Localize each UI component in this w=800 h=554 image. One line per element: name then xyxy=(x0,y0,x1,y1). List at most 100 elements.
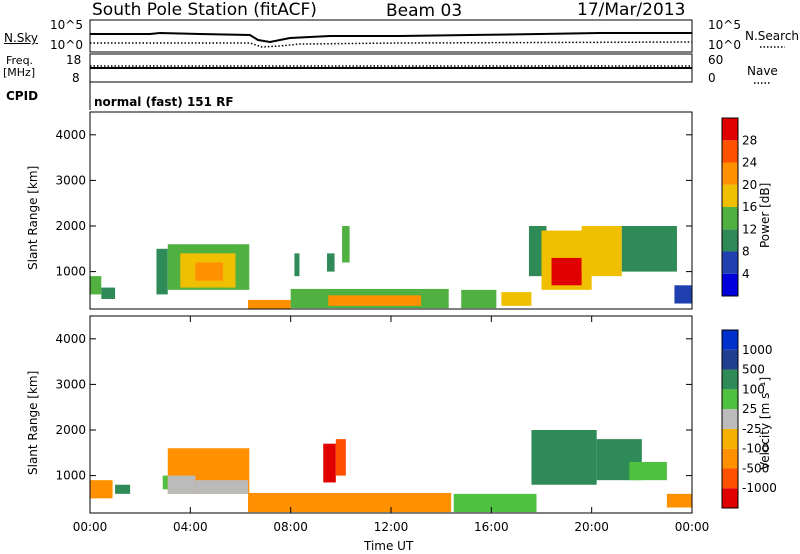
nsky-tick-bottom: 10^0 xyxy=(50,38,83,52)
nsearch-line xyxy=(90,41,693,48)
power-colorbar-swatch-2 xyxy=(722,229,738,252)
power-region-12 xyxy=(327,253,335,272)
velocity-colorbar-swatch-0 xyxy=(722,488,738,508)
velocity-colorbar-swatch-7 xyxy=(722,349,738,370)
power-region-19 xyxy=(674,285,692,304)
velocity-colorbar-swatch-3 xyxy=(722,428,738,449)
velocity-region-10 xyxy=(531,430,597,485)
xtick-label-3: 12:00 xyxy=(374,520,409,534)
freq-tick-bottom: 8 xyxy=(72,71,80,85)
velocity-colorbar-swatch-2 xyxy=(722,448,738,469)
cpid-value: normal (fast) 151 RF xyxy=(94,95,234,109)
velocity-x-axis: 00:00 04:00 08:00 12:00 16:00 20:00 00:00 xyxy=(73,316,710,534)
velocity-heatmap-cells xyxy=(90,430,692,513)
velocity-region-0 xyxy=(90,480,113,499)
velocity-ytick-label-0: 1000 xyxy=(55,469,86,483)
velocity-region-8 xyxy=(323,443,336,483)
velocity-ytick-label-2: 3000 xyxy=(55,377,86,391)
velocity-colorbar-tick-0: -1000 xyxy=(742,481,777,495)
date-label: 17/Mar/2013 xyxy=(577,0,686,20)
velocity-colorbar-frame xyxy=(721,329,739,509)
power-region-2 xyxy=(156,248,168,295)
power-region-18 xyxy=(621,226,677,272)
power-colorbar-swatch-3 xyxy=(722,207,738,230)
velocity-colorbar-tick-6: 500 xyxy=(742,363,765,377)
velocity-region-4 xyxy=(167,475,196,494)
power-colorbar-swatch-6 xyxy=(722,140,738,163)
velocity-y-axis: 1000 2000 3000 4000 xyxy=(55,332,692,483)
power-region-13 xyxy=(342,226,350,263)
velocity-region-5 xyxy=(195,480,249,494)
nave-label: Nave xyxy=(747,64,778,78)
velocity-region-12 xyxy=(629,461,667,481)
power-colorbar-frame xyxy=(721,117,739,297)
xtick-label-2: 08:00 xyxy=(273,520,308,534)
power-colorbar-tick-6: 28 xyxy=(742,133,757,147)
power-y-axis: 1000 2000 3000 4000 xyxy=(55,128,692,279)
velocity-ylabel: Slant Range [km] xyxy=(26,370,40,475)
velocity-ytick-label-1: 2000 xyxy=(55,423,86,437)
power-colorbar-swatch-1 xyxy=(722,251,738,274)
power-colorbar-swatch-0 xyxy=(722,273,738,296)
power-region-8 xyxy=(328,295,422,306)
power-colorbar-tick-3: 16 xyxy=(742,200,757,214)
nsearch-tick-bottom: 10^0 xyxy=(708,38,741,52)
velocity-colorbar-swatch-1 xyxy=(722,468,738,489)
velocity-region-1 xyxy=(115,484,131,494)
power-colorbar-swatch-4 xyxy=(722,184,738,207)
velocity-colorbar: -1000 -500 -100 -25 25 100 500 1000 xyxy=(721,329,777,509)
power-region-9 xyxy=(461,289,497,309)
power-colorbar-tick-4: 20 xyxy=(742,178,757,192)
power-ytick-label-1: 2000 xyxy=(55,219,86,233)
velocity-colorbar-tick-1: -500 xyxy=(742,461,769,475)
nave-tick-top: 60 xyxy=(708,53,724,67)
velocity-region-13 xyxy=(666,493,692,508)
velocity-colorbar-swatch-5 xyxy=(722,389,738,410)
x-axis-label: Time UT xyxy=(364,539,414,553)
power-ytick-label-0: 1000 xyxy=(55,265,86,279)
velocity-colorbar-swatch-4 xyxy=(722,409,738,429)
power-colorbar-tick-0: 4 xyxy=(742,267,750,281)
velocity-colorbar-label: Velocity [m s⁻¹] xyxy=(758,376,772,470)
power-ytick-label-3: 4000 xyxy=(55,128,86,142)
cpid-label: CPID xyxy=(6,89,39,103)
power-region-0 xyxy=(90,276,102,295)
power-colorbar-tick-2: 12 xyxy=(742,222,757,236)
velocity-colorbar-tick-4: 25 xyxy=(742,402,757,416)
nsky-label: N.Sky xyxy=(4,31,39,45)
power-heatmap-cells xyxy=(90,226,692,309)
velocity-colorbar-swatch-8 xyxy=(722,330,738,350)
power-panel-frame xyxy=(89,111,693,310)
nsky-panel-frame xyxy=(89,19,693,53)
nsky-line xyxy=(90,31,692,44)
freq-unit-label: [MHz] xyxy=(3,66,36,79)
nsky-tick-top: 10^5 xyxy=(50,18,83,32)
velocity-colorbar-swatch-6 xyxy=(722,369,738,390)
power-region-1 xyxy=(101,287,116,299)
station-title: South Pole Station (fitACF) xyxy=(92,0,317,20)
nave-tick-bottom: 0 xyxy=(708,71,716,85)
beam-label: Beam 03 xyxy=(386,1,463,21)
velocity-colorbar-tick-7: 1000 xyxy=(742,343,773,357)
xtick-label-1: 04:00 xyxy=(173,520,208,534)
xtick-label-0: 00:00 xyxy=(73,520,108,534)
xtick-label-6: 00:00 xyxy=(675,520,710,534)
freq-label: Freq. xyxy=(6,54,34,67)
power-region-11 xyxy=(294,253,300,277)
xtick-label-5: 20:00 xyxy=(574,520,609,534)
power-region-17 xyxy=(581,226,622,277)
power-colorbar: 4 8 12 16 20 24 28 xyxy=(721,117,757,297)
velocity-region-9 xyxy=(335,439,346,476)
power-colorbar-label: Power [dB] xyxy=(758,182,772,248)
velocity-region-7 xyxy=(453,493,537,513)
power-region-5 xyxy=(195,262,223,281)
power-region-6 xyxy=(248,299,291,309)
velocity-colorbar-tick-5: 100 xyxy=(742,382,765,396)
nsearch-label: N.Search xyxy=(745,29,800,43)
power-colorbar-swatch-5 xyxy=(722,162,738,185)
power-region-16 xyxy=(551,257,582,286)
velocity-region-6 xyxy=(248,492,452,513)
xtick-label-4: 16:00 xyxy=(474,520,509,534)
power-region-10 xyxy=(501,292,532,306)
